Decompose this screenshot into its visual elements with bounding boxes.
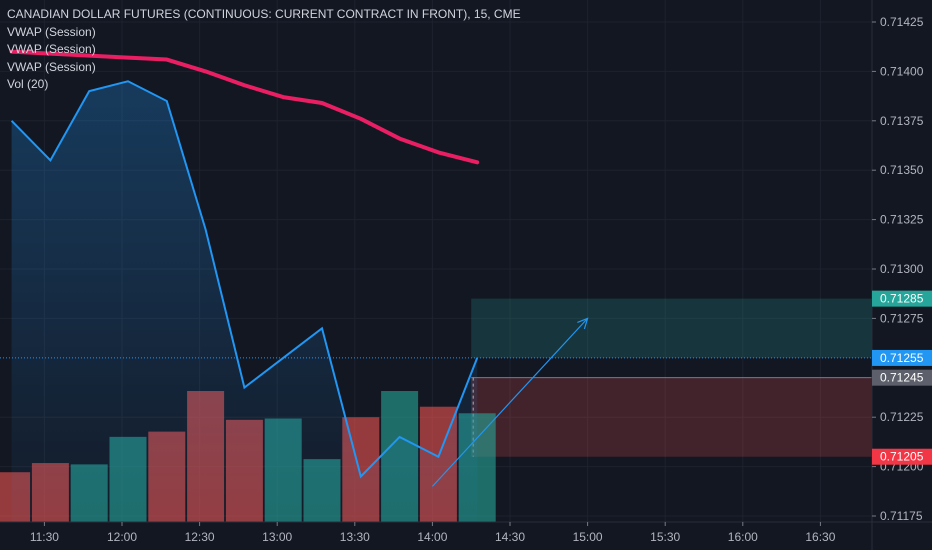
price-label-badge: 0.71205	[872, 448, 932, 465]
trend-arrow[interactable]	[431, 317, 589, 487]
time-axis[interactable]: 11:30 12:00 12:30 13:00 13:30 14:00 14:30 15:00…	[0, 521, 932, 544]
time-tick-label: 13:00	[262, 530, 292, 544]
loss-zone	[471, 377, 872, 457]
price-line	[10, 80, 479, 479]
time-tick-label: 13:30	[340, 530, 370, 544]
time-tick-label: 16:00	[728, 530, 758, 544]
arrow-head	[577, 317, 589, 330]
time-tick-label: 12:00	[107, 530, 137, 544]
price-area-fill	[11, 81, 478, 522]
profit-zone	[471, 298, 872, 358]
price-tick-label: 0.71325	[880, 213, 924, 227]
study-vwap-1[interactable]: VWAP (Session)	[7, 24, 96, 39]
price-axis[interactable]: 0.71425 0.71400 0.71375 0.71350 0.71325 0.713…	[871, 0, 932, 550]
time-tick-label: 12:30	[185, 530, 215, 544]
price-label-badge: 0.71255	[872, 349, 932, 366]
time-tick-label: 16:30	[805, 530, 835, 544]
price-tick-label: 0.71225	[880, 410, 924, 424]
price-area	[11, 81, 478, 522]
chart-legend: CANADIAN DOLLAR FUTURES (CONTINUOUS: CUR…	[7, 6, 521, 94]
symbol-title: CANADIAN DOLLAR FUTURES (CONTINUOUS: CUR…	[7, 7, 521, 21]
long-position-tool[interactable]	[471, 298, 872, 457]
price-label-value: 0.71255	[880, 351, 924, 365]
time-tick-label: 15:00	[573, 530, 603, 544]
vwap-series	[9, 49, 480, 165]
price-label-value: 0.71205	[880, 450, 924, 464]
study-volume[interactable]: Vol (20)	[7, 77, 49, 91]
arrow-shaft	[431, 317, 589, 487]
time-tick-label: 11:30	[30, 530, 59, 544]
price-tick-label: 0.71425	[880, 15, 924, 29]
price-label-bg	[872, 349, 932, 366]
study-vwap-2[interactable]: VWAP (Session)	[7, 42, 96, 56]
price-label-badge: 0.71245	[872, 369, 932, 386]
price-tick-label: 0.71275	[880, 311, 924, 325]
price-tick-label: 0.71175	[880, 509, 923, 523]
time-tick-label: 14:00	[417, 530, 447, 544]
price-label-value: 0.71245	[880, 371, 924, 385]
price-label-bg	[872, 448, 932, 465]
price-label-bg	[872, 369, 932, 386]
price-tick-label: 0.71375	[880, 114, 924, 128]
time-tick-label: 14:30	[495, 530, 525, 544]
study-vwap-3[interactable]: VWAP (Session)	[7, 59, 96, 74]
price-label-bg	[872, 290, 932, 307]
price-label-value: 0.71285	[880, 292, 924, 306]
price-label-badge: 0.71285	[872, 290, 932, 307]
price-tick-label: 0.71300	[880, 262, 924, 276]
price-tick-label: 0.71400	[880, 64, 924, 78]
price-tick-label: 0.71350	[880, 163, 924, 177]
vwap-line	[9, 49, 480, 165]
time-tick-label: 15:30	[650, 530, 680, 544]
